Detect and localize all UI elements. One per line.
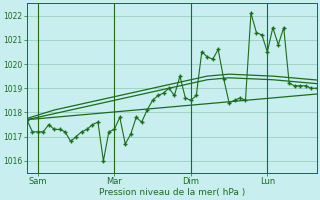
- X-axis label: Pression niveau de la mer( hPa ): Pression niveau de la mer( hPa ): [99, 188, 245, 197]
